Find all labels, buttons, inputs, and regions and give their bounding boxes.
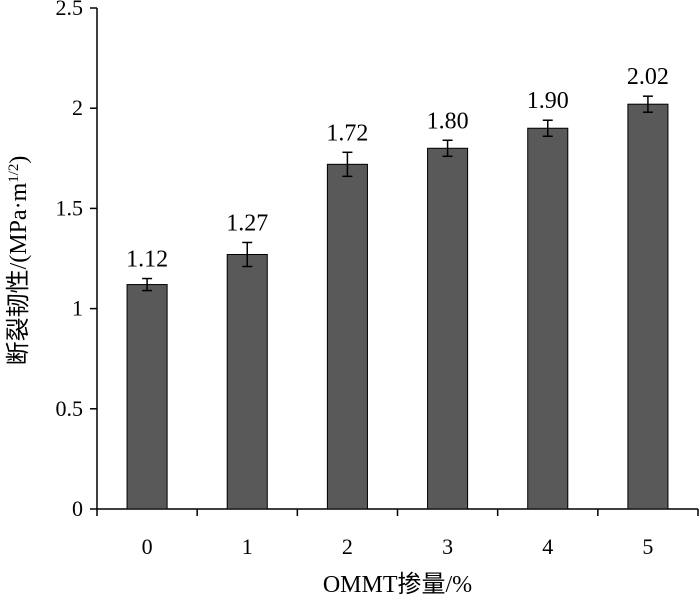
y-tick-label: 2: [72, 95, 83, 120]
y-axis-title-main: 断裂韧性/(MPa·m: [5, 182, 32, 365]
y-tick-label: 0.5: [56, 396, 84, 421]
data-label: 1.72: [326, 120, 368, 146]
bar-0: [126, 284, 168, 510]
data-label: 1.27: [226, 210, 268, 236]
y-axis-title-close: ): [6, 156, 32, 164]
y-tick-label: 1: [72, 296, 83, 321]
data-labels-group: 1.12 1.27 1.72 1.80 1.90 2.02: [126, 64, 669, 272]
x-tick-label: 1: [242, 534, 253, 559]
data-label: 1.12: [126, 247, 168, 273]
x-axis-ticks: 0 1 2 3 4 5: [96, 509, 699, 559]
y-tick-label: 0: [72, 496, 83, 521]
plot-area: 0 0.5 1 1.5 2 2.5 0 1 2 3 4 5 1.12 1.27 1.72 1.80 1.90…: [56, 0, 699, 559]
data-label: 1.90: [527, 88, 569, 114]
bar-5: [627, 103, 669, 510]
x-tick-label: 0: [142, 534, 153, 559]
y-axis-title: 断裂韧性/(MPa·m1/2): [5, 156, 32, 366]
x-tick-label: 4: [542, 534, 553, 559]
data-label: 1.80: [427, 108, 469, 134]
bar-1: [226, 253, 268, 510]
bar-4: [527, 127, 569, 510]
data-label: 2.02: [627, 64, 669, 90]
y-tick-label: 1.5: [56, 195, 84, 220]
y-tick-label: 2.5: [56, 0, 84, 20]
x-tick-label: 5: [642, 534, 653, 559]
y-axis-title-superscript: 1/2: [6, 164, 22, 183]
x-tick-label: 3: [442, 534, 453, 559]
bars-group: [126, 95, 669, 510]
x-tick-label: 2: [342, 534, 353, 559]
y-axis-ticks: 0 0.5 1 1.5 2 2.5: [56, 0, 97, 521]
x-axis-title: OMMT掺量/%: [323, 571, 472, 598]
bar-2: [326, 163, 368, 510]
bar-3: [427, 147, 469, 510]
